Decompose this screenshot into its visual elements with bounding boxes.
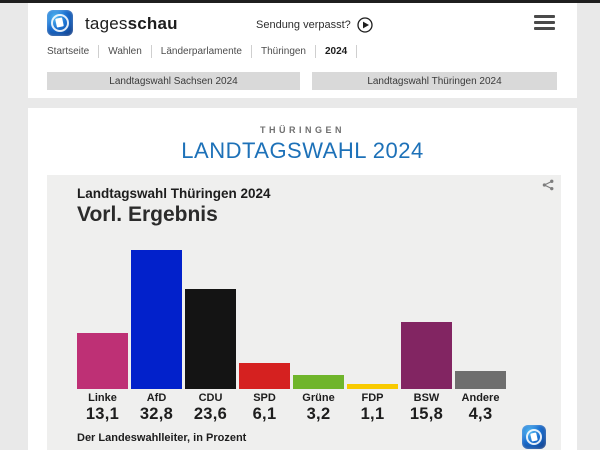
bar-value-cdu: 23,6 [193, 405, 228, 423]
bar-gruene [293, 375, 344, 389]
bar-label-spd: SPD [253, 392, 276, 404]
breadcrumb-startseite[interactable]: Startseite [47, 46, 90, 57]
bar-andere [455, 371, 506, 389]
chart-title: Landtagswahl Thüringen 2024 [77, 186, 271, 201]
bar-fdp [347, 384, 398, 389]
bar-label-gruene: Grüne [302, 392, 335, 404]
brand-wordmark[interactable]: tagesschau [85, 14, 178, 34]
bar-label-fdp: FDP [361, 392, 384, 404]
sendung-verpasst-link[interactable]: Sendung verpasst? [256, 17, 373, 33]
play-circle-icon[interactable] [357, 17, 373, 33]
breadcrumb-separator [250, 45, 252, 58]
hamburger-bar [534, 27, 555, 30]
chart-subtitle: Vorl. Ergebnis [77, 203, 218, 226]
top-accent-bar [0, 0, 600, 3]
breadcrumb-separator [356, 45, 358, 58]
bar-cdu [185, 289, 236, 389]
share-icon[interactable] [541, 178, 555, 192]
page-kicker: THÜRINGEN [260, 125, 345, 135]
page-title: LANDTAGSWAHL 2024 [181, 138, 424, 163]
tagesschau-logo-small-icon [522, 425, 546, 449]
bar-value-gruene: 3,2 [306, 405, 331, 423]
bar-value-andere: 4,3 [468, 405, 493, 423]
values-row: 13,1 32,8 23,6 6,1 3,2 1,1 15,8 4,3 [77, 405, 506, 424]
breadcrumb-laenderparlamente[interactable]: Länderparlamente [160, 46, 242, 57]
hamburger-bar [534, 21, 555, 24]
main-content: THÜRINGEN LANDTAGSWAHL 2024 Landtagswahl… [28, 108, 577, 450]
breadcrumb-2024[interactable]: 2024 [325, 46, 348, 57]
tagesschau-logo-icon[interactable] [47, 10, 73, 36]
names-row: Linke AfD CDU SPD Grüne FDP BSW Andere [77, 392, 506, 404]
bar-label-linke: Linke [88, 392, 117, 404]
brand-regular: tages [85, 14, 128, 33]
breadcrumb-separator [98, 45, 100, 58]
globe-icon [526, 429, 542, 445]
bar-label-andere: Andere [461, 392, 500, 404]
chart-source-note: Der Landeswahlleiter, in Prozent [77, 432, 247, 444]
bar-value-linke: 13,1 [85, 405, 120, 423]
bar-value-bsw: 15,8 [409, 405, 444, 423]
tab-landtagswahl-thueringen-2024[interactable]: Landtagswahl Thüringen 2024 [312, 72, 557, 90]
bar-bsw [401, 322, 452, 389]
bars-row [77, 250, 506, 389]
breadcrumb-wahlen[interactable]: Wahlen [108, 46, 142, 57]
bar-label-bsw: BSW [413, 392, 440, 404]
bar-linke [77, 333, 128, 389]
tab-landtagswahl-sachsen-2024[interactable]: Landtagswahl Sachsen 2024 [47, 72, 300, 90]
brand-bold: schau [127, 14, 178, 33]
bar-afd [131, 250, 182, 389]
hamburger-menu-icon[interactable] [534, 15, 555, 30]
site-header: tagesschau Sendung verpasst? Startseite … [28, 3, 577, 98]
breadcrumb-separator [150, 45, 152, 58]
election-tabs: Landtagswahl Sachsen 2024 Landtagswahl T… [47, 72, 557, 90]
sendung-verpasst-label: Sendung verpasst? [256, 19, 351, 31]
globe-icon [51, 14, 69, 32]
hamburger-bar [534, 15, 555, 18]
bar-label-afd: AfD [146, 392, 167, 404]
bar-label-cdu: CDU [198, 392, 223, 404]
breadcrumb-thueringen[interactable]: Thüringen [260, 46, 306, 57]
election-result-chart-card: Landtagswahl Thüringen 2024 Vorl. Ergebn… [47, 175, 561, 450]
breadcrumb-separator [315, 45, 316, 58]
bar-spd [239, 363, 290, 389]
breadcrumb: Startseite Wahlen Länderparlamente Thüri… [47, 44, 358, 59]
bar-value-spd: 6,1 [252, 405, 277, 423]
bar-value-fdp: 1,1 [360, 405, 385, 423]
bar-value-afd: 32,8 [139, 405, 174, 423]
